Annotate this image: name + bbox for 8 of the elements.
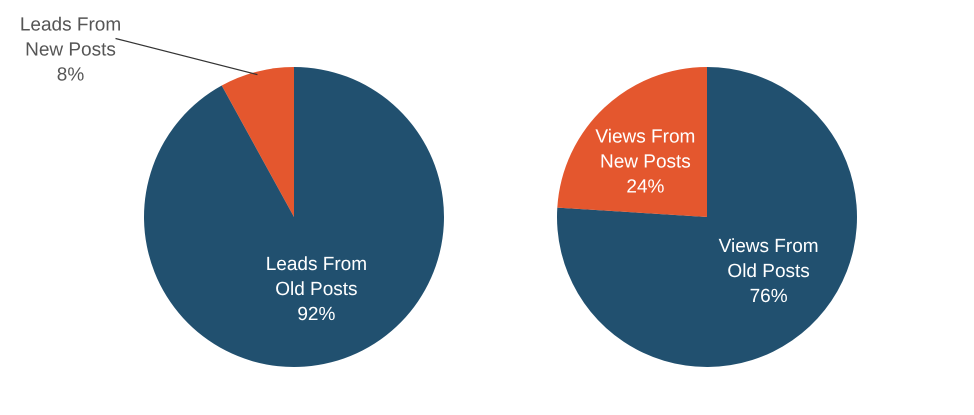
data-label: 92%: [297, 304, 336, 325]
slice-label: Views From New Posts: [595, 126, 696, 173]
slice-label: Leads From New Posts: [20, 14, 122, 61]
data-label: 8%: [56, 64, 84, 86]
slice-label: Leads From Old Posts: [266, 254, 368, 300]
data-label: 76%: [750, 286, 788, 307]
data-label: 24%: [626, 176, 665, 198]
slice-label: Views From Old Posts: [718, 236, 819, 282]
